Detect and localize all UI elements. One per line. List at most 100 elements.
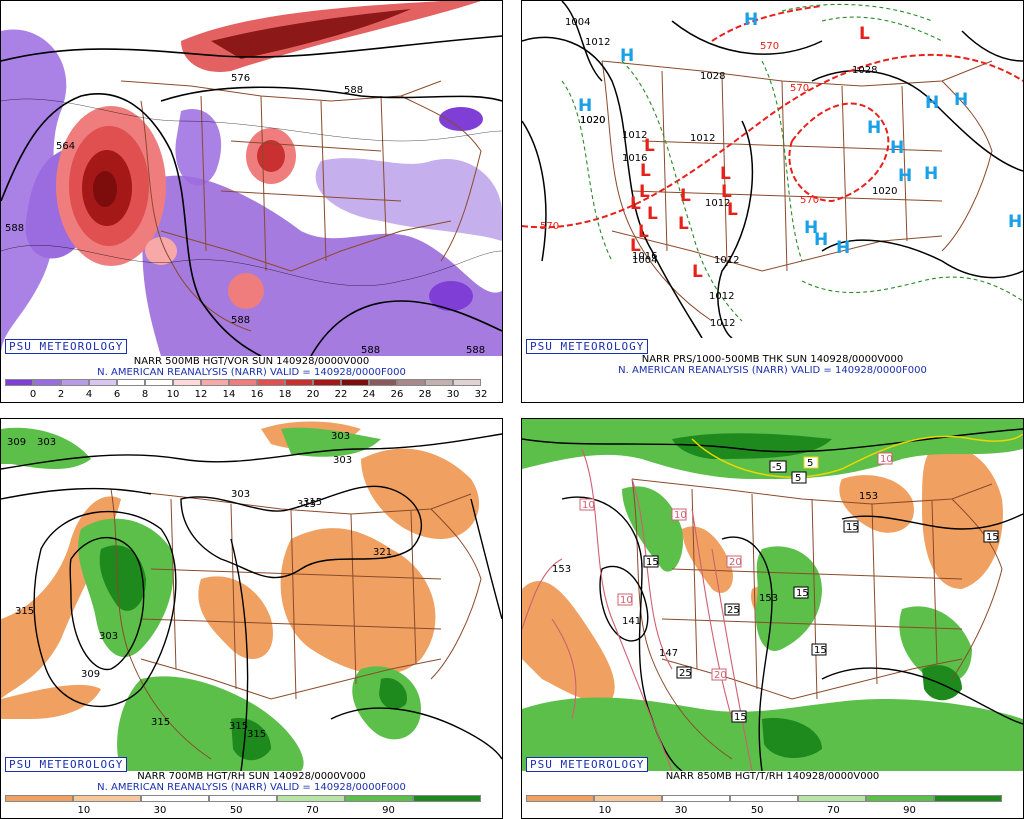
high-marker: H xyxy=(867,118,881,138)
color-scale-segment xyxy=(117,379,145,386)
temp-box: 15 xyxy=(811,643,827,656)
color-scale-tick-label: 90 xyxy=(903,805,916,816)
color-scale-tick-label: 6 xyxy=(113,389,121,400)
height-label: 315 xyxy=(15,606,34,617)
temp-box: 10 xyxy=(617,593,633,606)
isobar-label: 1004 xyxy=(565,17,590,28)
temp-label: 10 xyxy=(674,510,687,521)
height-label: 303 xyxy=(231,489,250,500)
isobar-label: 1012 xyxy=(705,198,730,209)
low-marker: L xyxy=(640,161,651,181)
isobar-label: 1016 xyxy=(622,153,647,164)
high-marker: H xyxy=(814,230,828,250)
height-label: 303 xyxy=(331,431,350,442)
temp-label: 20 xyxy=(729,557,742,568)
isobar-label: 1020 xyxy=(580,115,605,126)
temp-box: 15 xyxy=(983,530,999,543)
height-label: 141 xyxy=(622,616,641,627)
height-label: 153 xyxy=(859,491,878,502)
temp-label: 15 xyxy=(734,712,747,723)
color-scale-tick-label: 10 xyxy=(598,805,612,816)
low-marker: L xyxy=(630,236,641,256)
isobar-label: 1012 xyxy=(714,255,739,266)
temp-label: 25 xyxy=(727,605,740,616)
isobar-label: 1020 xyxy=(872,186,897,197)
color-scale-tick-label: 14 xyxy=(222,389,236,400)
panel-title: NARR 850MB HGT/T/RH 140928/0000V000 xyxy=(665,771,880,782)
color-scale-tick-label: 24 xyxy=(362,389,376,400)
high-marker: H xyxy=(954,90,968,110)
color-scale-segment xyxy=(313,379,341,386)
low-markers: L L L L L L L L L L L L L L xyxy=(630,24,870,282)
temp-label: 20 xyxy=(714,670,727,681)
temp-label: -5 xyxy=(772,462,782,473)
high-marker: H xyxy=(620,46,634,66)
color-scale-segment xyxy=(257,379,285,386)
panel-subtitle: N. AMERICAN REANALYSIS (NARR) VALID = 14… xyxy=(97,367,406,378)
panel-subtitle: N. AMERICAN REANALYSIS (NARR) VALID = 14… xyxy=(97,782,406,793)
temp-label: 15 xyxy=(796,588,809,599)
color-scale-tick-label: 30 xyxy=(446,389,460,400)
contour-label: 564 xyxy=(56,141,75,152)
map-500mb: 564 576 588 588 588 588 588 xyxy=(1,1,502,356)
color-scale-segment xyxy=(369,379,397,386)
temp-box: 20 xyxy=(726,555,742,568)
low-marker: L xyxy=(720,164,731,184)
color-scale-tick-label: 10 xyxy=(166,389,180,400)
color-scale-segment xyxy=(341,379,369,386)
temp-label: 10 xyxy=(582,500,595,511)
height-label: 309 xyxy=(7,437,26,448)
high-markers: H H H H H H H H H H H H H xyxy=(578,10,1022,258)
contour-label: 588 xyxy=(344,85,363,96)
thickness-label: 570 xyxy=(760,41,779,52)
height-label: 315 xyxy=(303,497,322,508)
high-marker: H xyxy=(924,164,938,184)
low-marker: L xyxy=(859,24,870,44)
map-mslp: 1004 1012 1020 1028 1012 1016 1012 1012 … xyxy=(522,1,1023,338)
contour-label: 588 xyxy=(361,345,380,356)
high-marker: H xyxy=(1008,212,1022,232)
contour-label: 588 xyxy=(5,223,24,234)
isobar-label: 1012 xyxy=(622,130,647,141)
height-label: 315 xyxy=(229,721,248,732)
isobar-label: 1012 xyxy=(690,133,715,144)
temp-labels: 10 10 10 15 20 25 25 20 15 15 15 15 15 5… xyxy=(579,452,999,723)
thickness-labels: 570 570 570 570 xyxy=(540,41,819,232)
low-marker: L xyxy=(727,200,738,220)
temp-box: 15 xyxy=(731,710,747,723)
color-scale-segment xyxy=(141,795,209,802)
temp-label: 10 xyxy=(620,595,633,606)
temp-label: 5 xyxy=(807,458,813,469)
color-scale-tick-label: 70 xyxy=(826,805,840,816)
thickness-label: 570 xyxy=(540,221,559,232)
high-marker: H xyxy=(898,166,912,186)
color-scale-segment xyxy=(413,795,481,802)
psu-meteorology-badge: PSU METEOROLOGY xyxy=(5,339,128,354)
height-label: 309 xyxy=(81,669,100,680)
color-scale-segment xyxy=(345,795,413,802)
temp-box: 10 xyxy=(579,498,595,511)
height-label: 303 xyxy=(37,437,56,448)
isobar-label: 1012 xyxy=(710,318,735,329)
temp-label: 10 xyxy=(880,454,893,465)
panel-title: NARR 500MB HGT/VOR SUN 140928/0000V000 xyxy=(133,356,370,367)
thickness-label: 570 xyxy=(790,83,809,94)
color-scale-tick-label: 20 xyxy=(306,389,320,400)
temp-box: 5 xyxy=(803,456,819,469)
temp-box: 10 xyxy=(877,452,893,465)
color-scale-tick-label: 2 xyxy=(57,389,65,400)
temp-box: 25 xyxy=(724,603,740,616)
height-label: 321 xyxy=(373,547,392,558)
temp-box: 15 xyxy=(843,520,859,533)
height-label: 153 xyxy=(759,593,778,604)
temp-box: 5 xyxy=(791,471,807,484)
color-scale-segment xyxy=(201,379,229,386)
isobar-label: 1012 xyxy=(585,37,610,48)
temp-box: 15 xyxy=(793,586,809,599)
color-scale-tick-label: 50 xyxy=(750,805,764,816)
height-label: 315 xyxy=(297,499,316,510)
isobar-label: 1012 xyxy=(709,291,734,302)
color-scale-segment xyxy=(61,379,89,386)
panel-mslp-thickness: 1004 1012 1020 1028 1012 1016 1012 1012 … xyxy=(521,0,1024,403)
color-scale-segment xyxy=(33,379,61,386)
